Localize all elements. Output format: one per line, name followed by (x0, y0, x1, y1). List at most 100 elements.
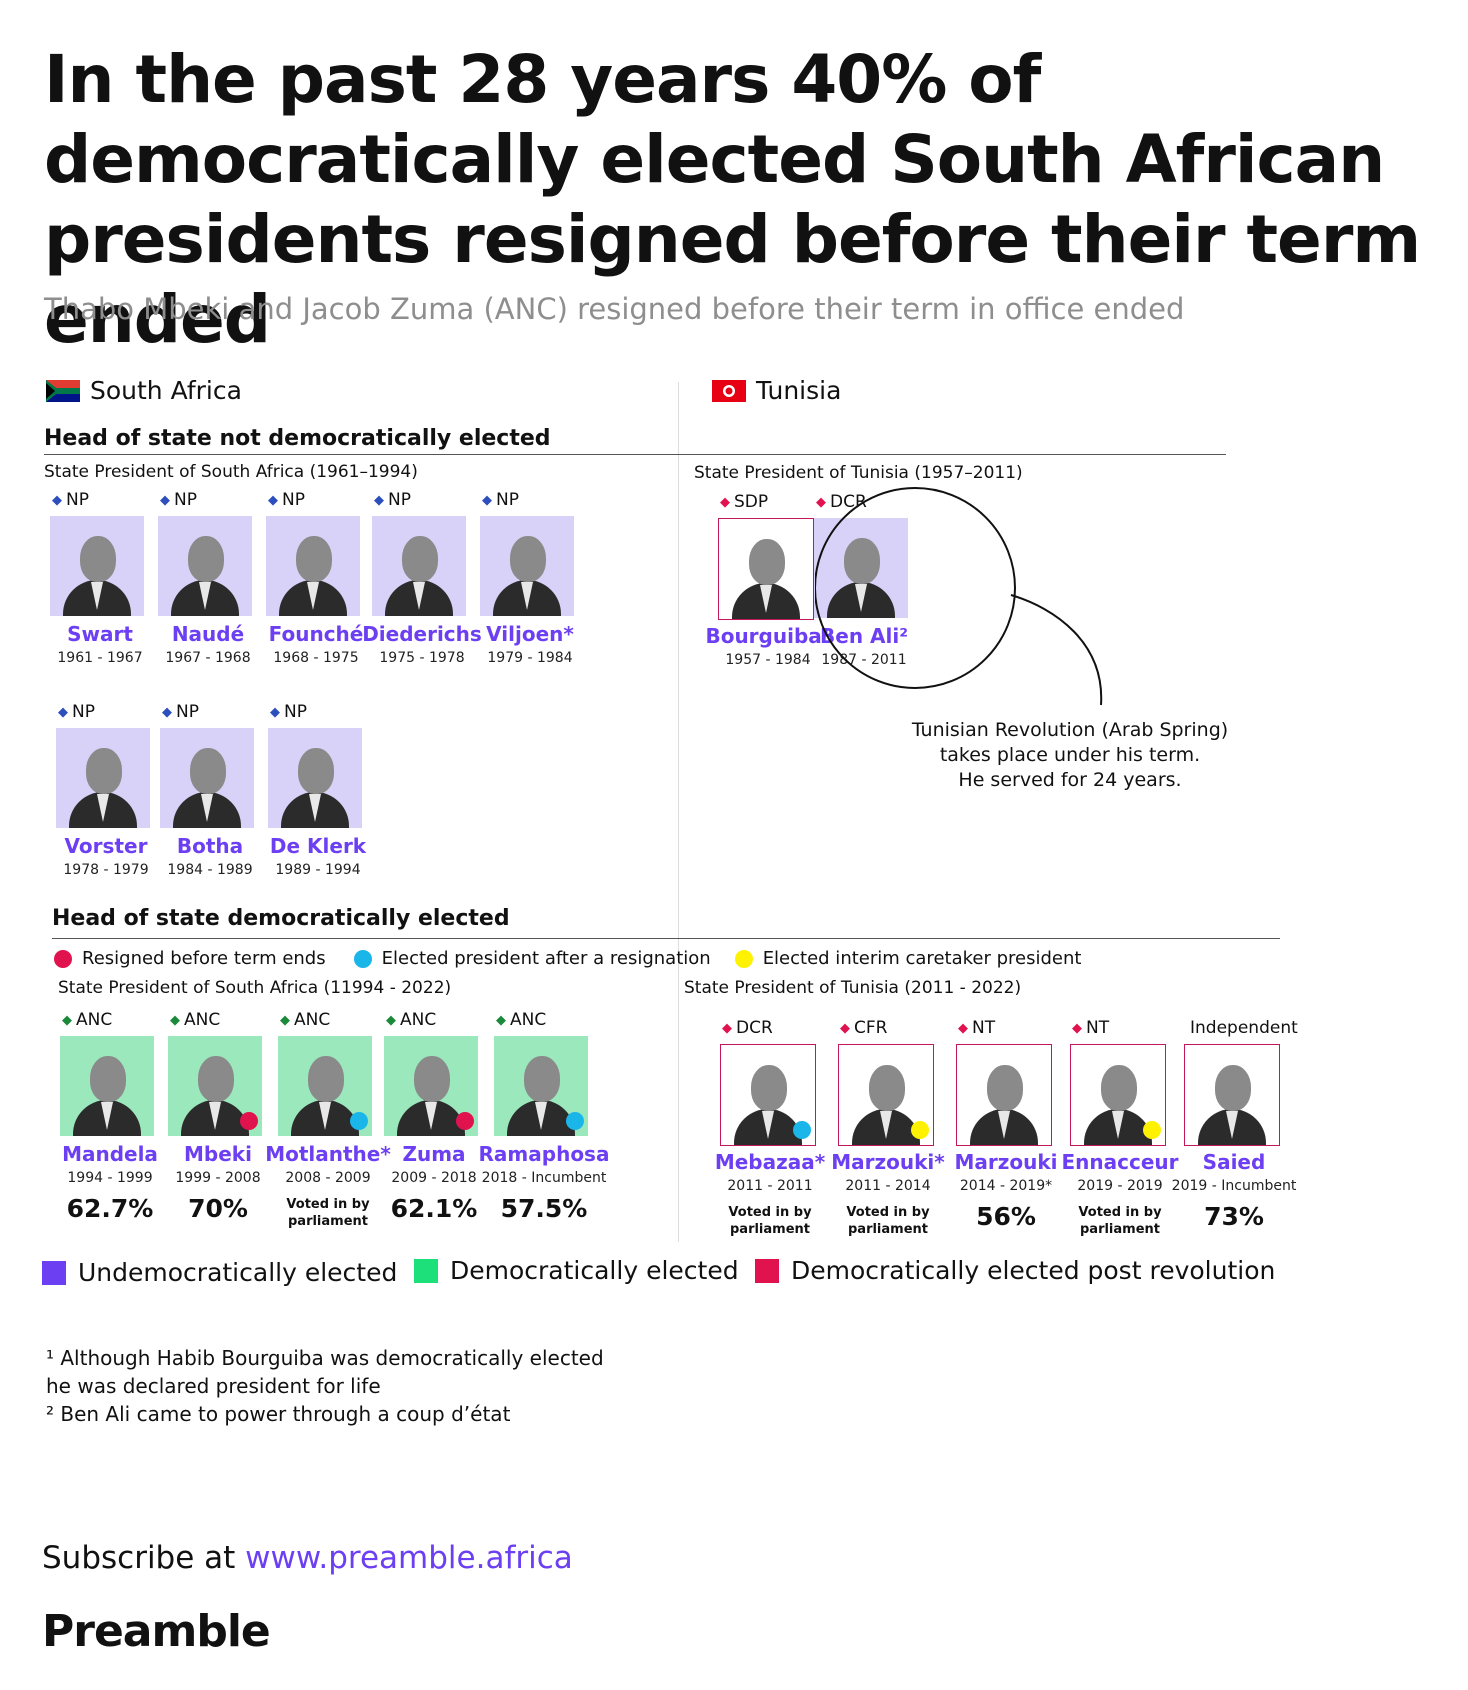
dot-legend-after-resignation: Elected president after a resignation (353, 948, 711, 969)
portrait-figure (1084, 1057, 1152, 1145)
footnote-2: ² Ben Ali came to power through a coup d… (46, 1402, 511, 1426)
portrait-figure (397, 1048, 465, 1136)
vote-note: Voted in by parliament (846, 1205, 930, 1237)
president-card: ◆ ANC Motlanthe* 2008 - 2009 Voted in by par… (265, 1010, 391, 1240)
portrait (480, 516, 574, 616)
president-name: Botha (176, 834, 244, 858)
party-label: ◆ SDP (720, 492, 768, 512)
term-years: 1975 - 1978 (379, 650, 465, 666)
party-label: ◆ ANC (280, 1010, 330, 1030)
portrait (60, 1036, 154, 1136)
dot-legend-caretaker: Elected interim caretaker president (734, 948, 1081, 969)
president-card: ◆ NP Diederichs 1975 - 1978 (362, 490, 482, 720)
term-years: 1968 - 1975 (273, 650, 359, 666)
portrait (50, 516, 144, 616)
portrait-figure (181, 1048, 249, 1136)
president-name: Marzouki (954, 1150, 1058, 1174)
portrait (1070, 1044, 1166, 1146)
president-card: Independent Saied 2019 - Incumbent 73% (1172, 1018, 1298, 1248)
president-card: ◆ ANC Mandela 1994 - 1999 62.7% (60, 1010, 160, 1240)
term-years: 1979 - 1984 (487, 650, 573, 666)
party-logo-icon: ◆ (62, 1012, 72, 1028)
footnotes: ¹ Although Habib Bourguiba was democrati… (46, 1344, 604, 1428)
party-label: Independent (1186, 1018, 1298, 1038)
party-name: NP (174, 490, 197, 510)
term-years: 2011 - 2014 (845, 1178, 931, 1194)
party-name: NP (282, 490, 305, 510)
party-name: NP (496, 490, 519, 510)
term-years: 2009 - 2018 (391, 1170, 477, 1186)
party-name: ANC (76, 1010, 113, 1030)
president-name: Marzouki* (831, 1150, 945, 1174)
subscribe-link[interactable]: www.preamble.africa (245, 1540, 573, 1576)
legend-democratic: Democratically elected (414, 1256, 739, 1285)
portrait-figure (69, 740, 137, 828)
term-years: 1994 - 1999 (67, 1170, 153, 1186)
portrait (494, 1036, 588, 1136)
president-card: ◆ NP Naudé 1967 - 1968 (158, 490, 258, 720)
country-header-south-africa: South Africa (46, 376, 242, 405)
term-years: 2011 - 2011 (727, 1178, 813, 1194)
president-card: ◆ NP Botha 1984 - 1989 (160, 702, 260, 932)
president-name: De Klerk (269, 834, 367, 858)
party-logo-icon: ◆ (496, 1012, 506, 1028)
vote-note: Voted in by parliament (286, 1197, 370, 1229)
country-name: South Africa (90, 376, 242, 405)
party-logo-icon: ◆ (482, 492, 492, 508)
term-years: 1961 - 1967 (57, 650, 143, 666)
president-card: ◆ SDP Bourguiba¹ 1957 - 1984 (705, 492, 830, 722)
portrait (158, 516, 252, 616)
column-divider (678, 382, 679, 1242)
party-name: NT (972, 1018, 996, 1038)
party-name: NP (388, 490, 411, 510)
red-dot-icon (240, 1112, 258, 1130)
party-label: ◆ NP (162, 702, 199, 722)
portrait (718, 518, 814, 620)
party-logo-icon: ◆ (270, 704, 280, 720)
portrait-figure (852, 1057, 920, 1145)
party-label: ◆ NP (52, 490, 89, 510)
party-name: ANC (400, 1010, 437, 1030)
portrait (278, 1036, 372, 1136)
party-label: ◆ NP (482, 490, 519, 510)
president-card: ◆ NP De Klerk 1989 - 1994 (268, 702, 368, 932)
president-name: Swart (67, 622, 133, 646)
president-name: Motlanthe* (265, 1142, 391, 1166)
dot-legend-resigned: Resigned before term ends (54, 948, 326, 969)
party-label: ◆ ANC (62, 1010, 112, 1030)
vote-note: Voted in by parliament (1078, 1205, 1162, 1237)
term-years: 1989 - 1994 (275, 862, 361, 878)
section-rule (44, 454, 1226, 455)
party-name: DCR (736, 1018, 773, 1038)
party-name: NT (1086, 1018, 1110, 1038)
party-logo-icon: ◆ (720, 494, 730, 510)
portrait (384, 1036, 478, 1136)
purple-square-icon (42, 1260, 66, 1285)
yellow-dot-icon (734, 949, 753, 968)
president-name: Saied (1202, 1150, 1266, 1174)
president-name: Mandela (62, 1142, 158, 1166)
party-name: NP (284, 702, 307, 722)
party-label: ◆ DCR (722, 1018, 773, 1038)
portrait-figure (385, 528, 453, 616)
party-label: ◆ NT (1072, 1018, 1109, 1038)
party-logo-icon: ◆ (268, 492, 278, 508)
portrait (838, 1044, 934, 1146)
vote-percentage: 73% (1204, 1202, 1264, 1231)
party-logo-icon: ◆ (52, 492, 62, 508)
party-label: ◆ ANC (496, 1010, 546, 1030)
vote-percentage: 57.5% (500, 1194, 588, 1223)
south-africa-flag-icon (46, 379, 80, 402)
president-card: ◆ NP Vorster 1978 - 1979 (56, 702, 156, 932)
annotation-callout (815, 487, 1103, 706)
vote-percentage: 62.1% (390, 1194, 478, 1223)
subhead-sa-new: State President of South Africa (11994 -… (58, 978, 452, 998)
party-name: SDP (734, 492, 769, 512)
party-label: ◆ NP (268, 490, 305, 510)
president-name: Viljoen* (486, 622, 574, 646)
subhead-tn-old: State President of Tunisia (1957–2011) (694, 463, 1023, 483)
party-logo-icon: ◆ (386, 1012, 396, 1028)
party-logo-icon: ◆ (162, 704, 172, 720)
president-card: ◆ NT Ennacceur 2019 - 2019 Voted in by parli… (1061, 1018, 1178, 1248)
president-name: Founché (268, 622, 364, 646)
